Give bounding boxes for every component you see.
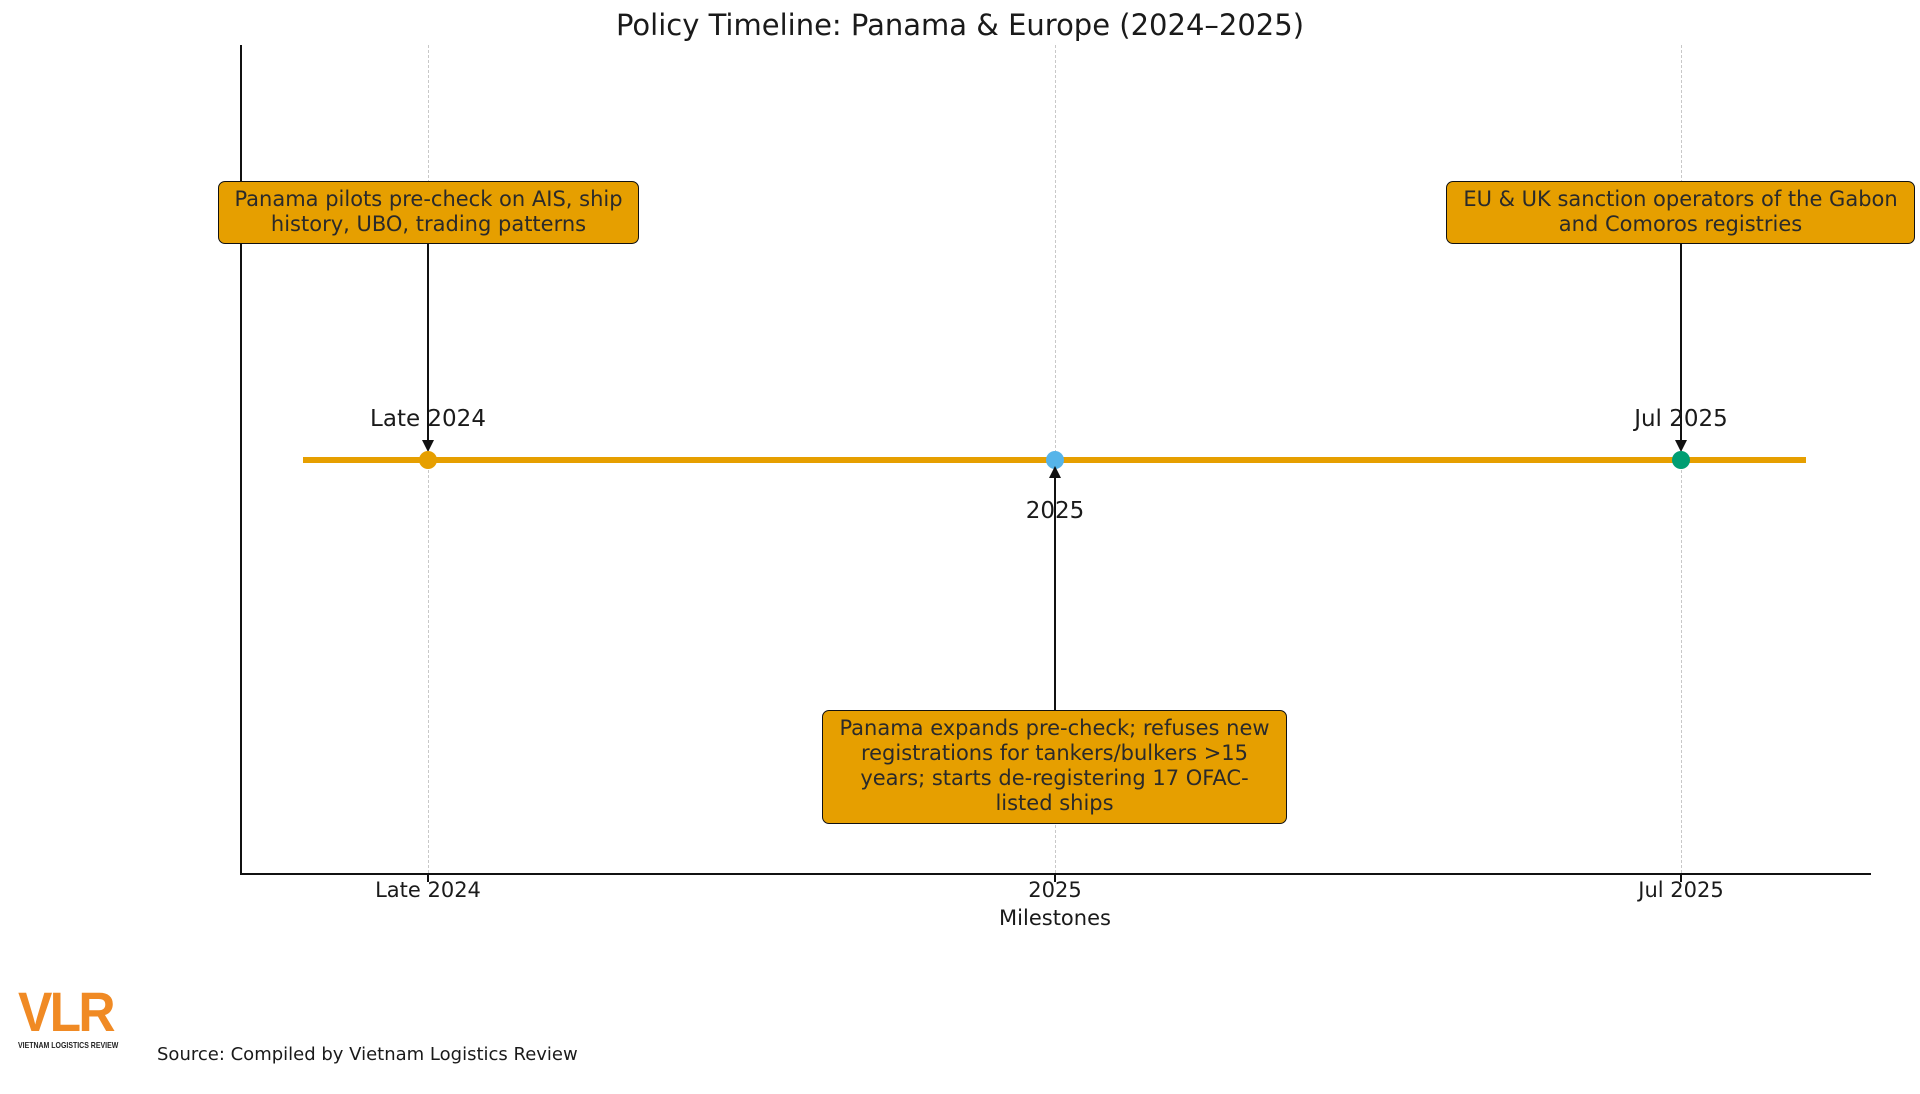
x-tick	[427, 875, 429, 882]
source-note: Source: Compiled by Vietnam Logistics Re…	[157, 1044, 578, 1065]
annotation-line: history, UBO, trading patterns	[270, 212, 587, 236]
annotation-line: Panama expands pre-check; refuses new	[839, 716, 1270, 740]
marker-2025	[1046, 451, 1064, 469]
annotation-jul-2025: EU & UK sanction operators of the Gabon …	[1446, 181, 1915, 244]
x-tick-label: Late 2024	[375, 878, 481, 902]
annotation-line: Panama pilots pre-check on AIS, ship	[234, 187, 623, 211]
arrow-stem	[1680, 244, 1682, 442]
annotation-line: listed ships	[995, 791, 1114, 815]
arrow-stem	[1054, 476, 1056, 711]
point-label-2025: 2025	[1025, 498, 1085, 524]
x-axis-label: Milestones	[999, 906, 1111, 930]
x-axis	[240, 873, 1871, 875]
annotation-line: registrations for tankers/bulkers >15	[860, 741, 1249, 765]
annotation-line: years; starts de-registering 17 OFAC-	[860, 766, 1249, 790]
vlr-logo: VLR VIETNAM LOGISTICS REVIEW	[18, 980, 128, 1051]
x-tick-label: 2025	[1028, 878, 1082, 902]
point-label-late-2024: Late 2024	[370, 406, 486, 432]
annotation-late-2024: Panama pilots pre-check on AIS, ship his…	[218, 181, 639, 244]
logo-mark: VLR	[18, 980, 116, 1043]
x-tick	[1680, 875, 1682, 882]
point-label-jul-2025: Jul 2025	[1634, 406, 1728, 432]
annotation-line: and Comoros registries	[1558, 212, 1803, 236]
y-axis	[240, 45, 242, 875]
arrow-stem	[427, 244, 429, 442]
logo-subtitle: VIETNAM LOGISTICS REVIEW	[18, 1040, 119, 1050]
annotation-2025: Panama expands pre-check; refuses new re…	[822, 710, 1287, 824]
x-tick-label: Jul 2025	[1638, 878, 1724, 902]
marker-late-2024	[419, 451, 437, 469]
arrow-up-icon	[1049, 466, 1061, 478]
marker-jul-2025	[1672, 451, 1690, 469]
chart-title: Policy Timeline: Panama & Europe (2024–2…	[615, 8, 1305, 42]
arrow-down-icon	[1675, 440, 1687, 452]
arrow-down-icon	[422, 440, 434, 452]
annotation-line: EU & UK sanction operators of the Gabon	[1463, 187, 1898, 211]
x-tick	[1054, 875, 1056, 882]
